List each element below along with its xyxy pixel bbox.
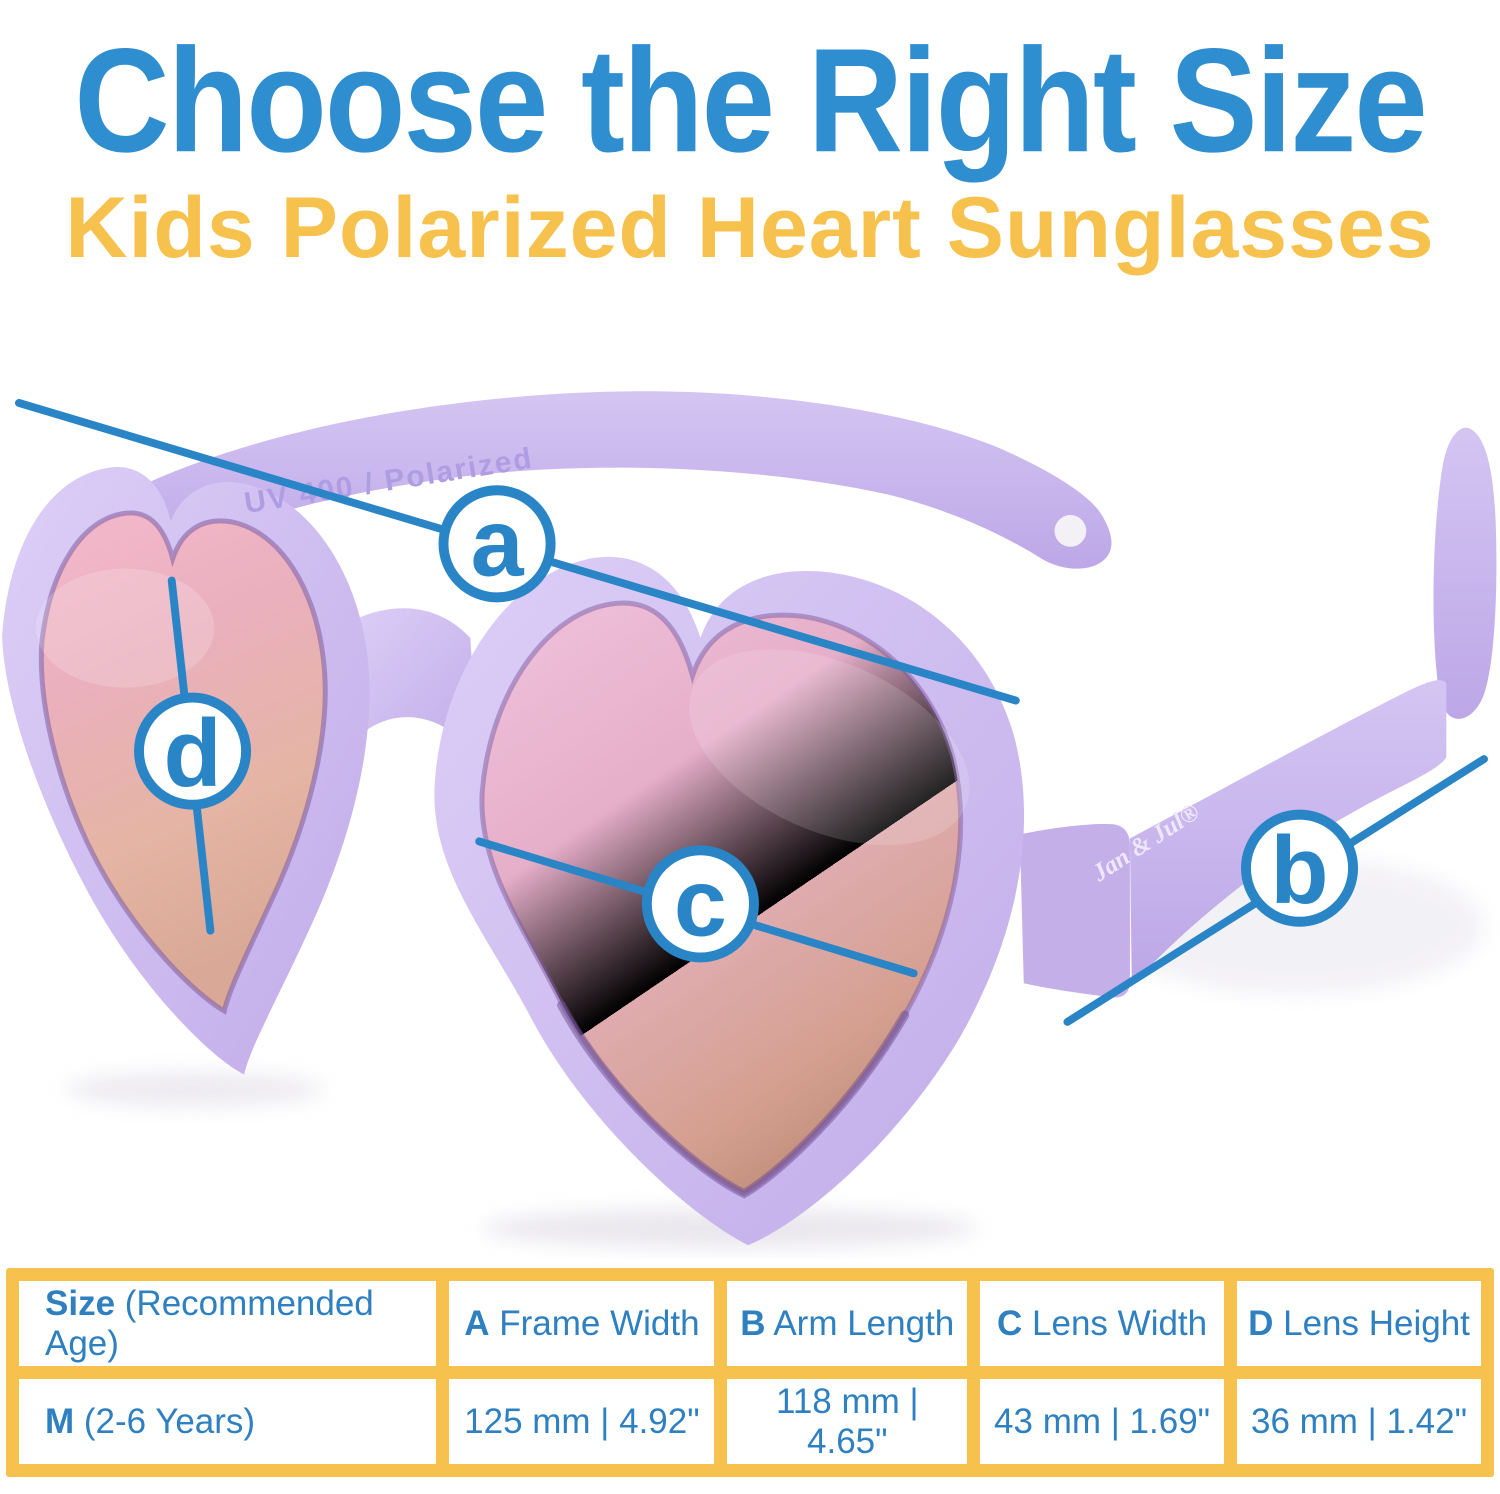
header-lens-width: C Lens Width	[980, 1281, 1225, 1366]
header-size-key: Size	[45, 1283, 116, 1323]
size-table-header-row: Size (Recommended Age) A Frame Width B A…	[19, 1281, 1481, 1366]
marker-c: c	[641, 845, 759, 963]
header-c-key: C	[997, 1303, 1023, 1343]
left-temple-arm	[150, 391, 1112, 569]
marker-circle-b	[1240, 809, 1359, 927]
right-lens-rim-shadow	[557, 1000, 910, 1199]
size-table-data-row: M (2-6 Years) 125 mm | 4.92" 118 mm | 4.…	[19, 1379, 1481, 1464]
marker-letter-a: a	[471, 491, 525, 597]
cell-arm-length: 118 mm | 4.65"	[727, 1379, 968, 1464]
marker-d: d	[134, 692, 252, 810]
marker-letter-d: d	[163, 701, 221, 807]
bridge	[338, 608, 479, 758]
shadow-under-left-heart	[65, 1071, 324, 1108]
size-table: Size (Recommended Age) A Frame Width B A…	[6, 1268, 1494, 1477]
header-d-label: Lens Height	[1273, 1303, 1470, 1343]
header-arm-length: B Arm Length	[727, 1281, 968, 1366]
cell-size-key: M	[45, 1401, 75, 1441]
header-b-label: Arm Length	[765, 1303, 955, 1343]
marker-circle-a	[438, 485, 556, 603]
cell-frame-width: 125 mm | 4.92"	[449, 1379, 715, 1464]
cell-lens-width: 43 mm | 1.69"	[980, 1379, 1225, 1464]
header-d-key: D	[1248, 1303, 1274, 1343]
cell-size: M (2-6 Years)	[19, 1379, 437, 1464]
temple-tip-hole	[1054, 515, 1087, 547]
marker-letter-c: c	[674, 851, 727, 957]
header-size: Size (Recommended Age)	[19, 1281, 437, 1366]
page-title: Choose the Right Size	[74, 17, 1427, 182]
marker-a: a	[438, 485, 556, 603]
header-lens-height: D Lens Height	[1237, 1281, 1481, 1366]
left-lens-highlight	[35, 568, 215, 688]
right-temple-tip	[1433, 427, 1497, 719]
cell-lens-height: 36 mm | 1.42"	[1237, 1379, 1481, 1464]
page-subtitle: Kids Polarized Heart Sunglasses	[65, 179, 1435, 276]
marker-b: b	[1240, 809, 1359, 927]
sunglasses-diagram: UV 400 / Polarized Jan & Jul® a d c b	[0, 276, 1500, 1258]
marker-circle-c	[641, 845, 759, 963]
header-b-key: B	[740, 1303, 766, 1343]
header-c-label: Lens Width	[1022, 1303, 1208, 1343]
header-frame-width: A Frame Width	[449, 1281, 715, 1366]
cell-size-label: (2-6 Years)	[74, 1401, 256, 1441]
hinge-block	[1019, 824, 1130, 998]
header-a-key: A	[464, 1303, 490, 1343]
marker-circle-d	[134, 692, 252, 810]
marker-letter-b: b	[1270, 818, 1328, 924]
header-a-label: Frame Width	[489, 1303, 700, 1343]
header-size-label: (Recommended Age)	[45, 1283, 374, 1363]
right-lens-highlight	[689, 649, 970, 846]
